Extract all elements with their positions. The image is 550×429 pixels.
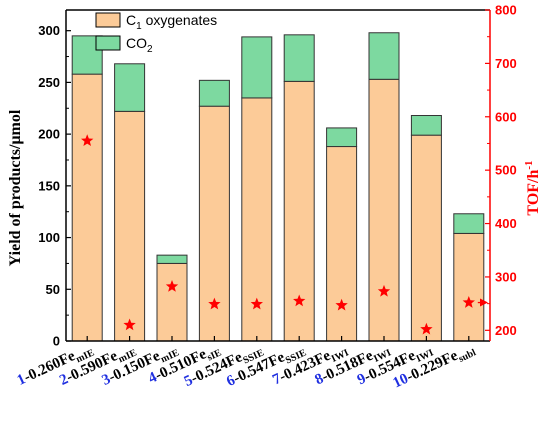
- legend: C1 oxygenates CO2: [95, 12, 217, 55]
- y2-tick-label-200: 200: [495, 323, 517, 338]
- bar-co2-3: [156, 254, 188, 264]
- y-tick-label-300: 300: [38, 23, 60, 38]
- tof-star-8: [377, 284, 391, 297]
- bar-co2-7: [326, 127, 358, 148]
- legend-label-c1-oxygenates: C1 oxygenates: [126, 12, 217, 32]
- y-tick-label-150: 150: [38, 178, 60, 193]
- y-tick-label-50: 50: [46, 282, 60, 297]
- y2-axis-label: TOF/h-1: [523, 160, 542, 215]
- bar-c1-oxygenates-3: [156, 262, 188, 342]
- y-axis-label: Yield of products/μmol: [7, 109, 24, 266]
- bar-co2-5: [241, 36, 273, 99]
- legend-swatch-c1-oxygenates: [95, 12, 121, 28]
- legend-swatch-co2: [95, 35, 121, 51]
- tof-star-5: [250, 297, 263, 310]
- y-tick-label-200: 200: [38, 127, 60, 142]
- y2-tick-label-400: 400: [495, 216, 517, 231]
- bar-co2-2: [114, 63, 146, 112]
- legend-label-co2: CO2: [126, 35, 153, 55]
- tof-star-10: [462, 296, 475, 308]
- bar-c1-oxygenates-7: [326, 146, 358, 342]
- bar-c1-oxygenates-2: [114, 110, 146, 342]
- tof-axis-arrowhead: [480, 298, 488, 307]
- y2-tick-label-600: 600: [495, 109, 517, 124]
- y2-tick-label-800: 800: [495, 3, 517, 18]
- bar-co2-9: [410, 115, 442, 136]
- bar-co2-8: [368, 32, 400, 80]
- y2-tick-label-700: 700: [495, 56, 517, 71]
- tof-star-3: [165, 280, 179, 292]
- tof-star-6: [293, 294, 306, 307]
- bar-co2-6: [283, 34, 315, 82]
- tof-star-7: [335, 298, 348, 311]
- y-tick-label-250: 250: [38, 75, 60, 90]
- tof-star-1: [81, 134, 94, 147]
- bar-c1-oxygenates-9: [410, 134, 442, 342]
- y2-tick-label-300: 300: [495, 269, 517, 284]
- tof-star-2: [123, 318, 136, 331]
- bar-co2-4: [198, 79, 230, 107]
- bar-c1-oxygenates-10: [453, 232, 485, 342]
- tof-star-9: [420, 322, 433, 335]
- y-tick-label-0: 0: [53, 334, 60, 349]
- bar-c1-oxygenates-1: [71, 73, 103, 342]
- bar-co2-10: [453, 213, 485, 234]
- tof-star-4: [208, 297, 221, 310]
- plot-area: 0501001502002503002003004005006007008001…: [15, 3, 517, 392]
- y-tick-label-100: 100: [38, 230, 60, 245]
- bar-c1-oxygenates-8: [368, 78, 400, 342]
- y2-tick-label-500: 500: [495, 163, 517, 178]
